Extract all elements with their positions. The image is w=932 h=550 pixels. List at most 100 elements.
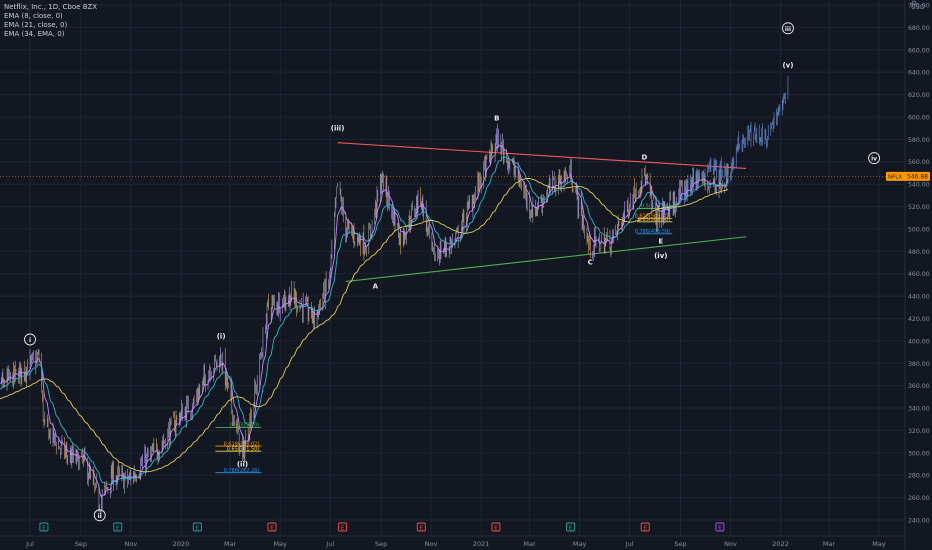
last-price-value: 546.88 (907, 174, 928, 181)
x-tick-label: May (273, 540, 287, 548)
svg-text:A: A (373, 282, 379, 290)
ema-21-line[interactable] (0, 156, 729, 485)
earnings-marker[interactable]: E (416, 522, 426, 532)
wave-label[interactable]: B (494, 114, 499, 122)
y-tick-label: 600.00 (908, 114, 930, 121)
x-tick-label: Sep (75, 540, 87, 548)
svg-text:E: E (341, 526, 345, 532)
legend-title: Netflix, Inc., 1D, Cboe BZX (4, 3, 98, 11)
x-tick-label: Mar (224, 540, 237, 548)
earnings-marker[interactable]: E (192, 522, 202, 532)
x-tick-label: 2021 (473, 540, 490, 548)
wave-label[interactable]: A (373, 282, 379, 290)
wave-label[interactable]: (iii) (331, 124, 345, 132)
x-tick-label: May (573, 540, 587, 548)
resistance-trendline[interactable] (337, 142, 747, 170)
svg-text:(i): (i) (217, 333, 226, 341)
y-tick-label: 620.00 (908, 92, 930, 99)
svg-text:iii: iii (785, 26, 791, 33)
last-price-tag: NFLX 546.88 (886, 171, 930, 181)
svg-text:i: i (29, 337, 31, 344)
svg-text:E: E (643, 526, 647, 532)
earnings-marker[interactable]: E (715, 522, 725, 532)
wave-label[interactable]: (i) (217, 333, 226, 341)
x-tick-label: Mar (523, 540, 536, 548)
x-tick-label: 2020 (173, 540, 190, 548)
legend-ema-34[interactable]: EMA (34, EMA, 0) (4, 30, 65, 38)
wave-label[interactable]: i (24, 333, 36, 346)
wave-label[interactable]: E (658, 237, 663, 245)
currency-label: USD (911, 3, 925, 11)
y-tick-label: 520.00 (908, 204, 930, 211)
earnings-marker[interactable]: E (640, 522, 650, 532)
svg-text:E: E (569, 526, 573, 532)
y-tick-label: 400.00 (908, 338, 930, 345)
y-tick-label: 700.00 (908, 3, 930, 10)
svg-text:ii: ii (98, 513, 102, 520)
ema-34-line[interactable] (0, 177, 729, 473)
y-tick-label: 560.00 (908, 159, 930, 166)
earnings-marker[interactable]: E (491, 522, 501, 532)
grid (0, 0, 905, 536)
y-tick-label: 300.00 (908, 450, 930, 457)
svg-text:E: E (420, 526, 424, 532)
svg-text:E: E (494, 526, 498, 532)
y-tick-label: 360.00 (908, 383, 930, 390)
earnings-marker[interactable]: E (39, 522, 49, 532)
fib-level-label: 0.5(322.70) (230, 423, 259, 429)
svg-text:iv: iv (871, 156, 877, 163)
svg-text:(ii): (ii) (237, 460, 248, 468)
fib-level-label: 0.65(506.30) (638, 217, 671, 223)
x-tick-label: Jul (25, 540, 34, 548)
svg-text:(v): (v) (782, 62, 793, 70)
price-axis[interactable] (905, 0, 932, 550)
earnings-marker[interactable]: E (267, 522, 277, 532)
svg-text:(iv): (iv) (654, 252, 667, 260)
x-tick-label: Jul (625, 540, 634, 548)
legend-ema-21[interactable]: EMA (21, close, 0) (4, 21, 68, 29)
y-tick-label: 580.00 (908, 137, 930, 144)
earnings-marker[interactable]: E (338, 522, 347, 532)
fib-level-label: 0.618(509.40) (635, 214, 671, 220)
x-tick-label: Sep (375, 540, 387, 548)
x-tick-label: May (872, 540, 886, 548)
earnings-marker[interactable]: E (566, 522, 576, 532)
wave-label[interactable]: C (588, 259, 593, 267)
wave-label[interactable]: D (641, 154, 647, 162)
x-tick-label: Nov (125, 540, 138, 548)
y-tick-label: 460.00 (908, 271, 930, 278)
wave-label[interactable]: (v) (782, 62, 793, 70)
last-price-ticker: NFLX (888, 175, 902, 181)
svg-text:E: E (718, 526, 722, 532)
gear-icon[interactable] (911, 0, 917, 6)
legend-ema-8[interactable]: EMA (8, close, 0) (4, 12, 63, 20)
y-tick-label: 380.00 (908, 361, 930, 368)
support-trendline[interactable] (345, 236, 747, 283)
x-tick-label: 2022 (772, 540, 789, 548)
wave-label[interactable]: (ii) (237, 460, 248, 468)
x-tick-label: Nov (425, 540, 438, 548)
y-tick-label: 420.00 (908, 316, 930, 323)
svg-text:D: D (641, 154, 647, 162)
svg-text:C: C (588, 259, 593, 267)
y-tick-label: 440.00 (908, 294, 930, 301)
earnings-marker[interactable]: E (113, 522, 123, 532)
wave-label[interactable]: iv (868, 152, 881, 165)
y-tick-label: 260.00 (908, 495, 930, 502)
x-tick-label: Jul (325, 540, 334, 548)
svg-text:E: E (116, 526, 120, 532)
wave-label[interactable]: ii (93, 509, 106, 522)
fib-level-label: 0.786(495.59) (635, 229, 671, 235)
y-tick-label: 320.00 (908, 428, 930, 435)
y-tick-label: 240.00 (908, 518, 930, 525)
x-tick-label: Mar (823, 540, 836, 548)
projection-candles (680, 75, 789, 205)
wave-label[interactable]: (iv) (654, 252, 667, 260)
wave-label[interactable]: iii (781, 22, 794, 35)
y-tick-label: 280.00 (908, 473, 930, 480)
y-tick-label: 680.00 (908, 25, 930, 32)
y-tick-label: 660.00 (908, 47, 930, 54)
svg-text:(iii): (iii) (331, 124, 345, 132)
